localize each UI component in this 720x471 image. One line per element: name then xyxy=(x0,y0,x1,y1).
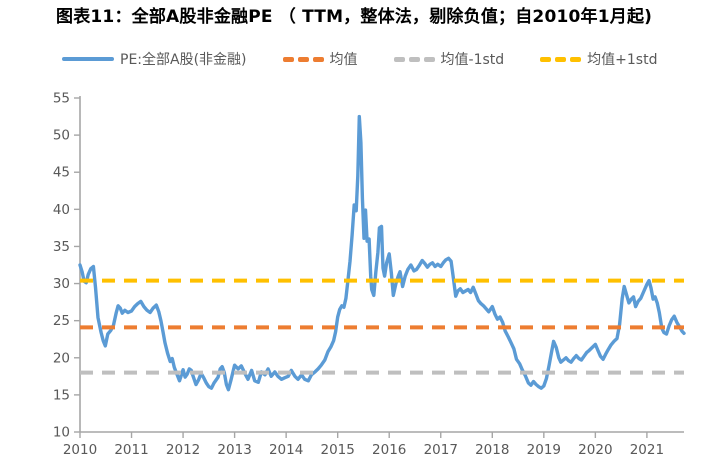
x-tick-label: 2011 xyxy=(114,442,148,458)
legend-dashed-swatch-icon xyxy=(393,56,435,62)
legend-label: PE:全部A股(非金融) xyxy=(120,52,247,68)
x-tick-label: 2014 xyxy=(269,442,303,458)
legend: PE:全部A股(非金融) 均值 均值-1std 均值+1std xyxy=(62,49,657,69)
x-tick-label: 2019 xyxy=(527,442,561,458)
legend-label: 均值+1std xyxy=(587,52,658,68)
x-tick-label: 2017 xyxy=(424,442,458,458)
y-tick-label: 20 xyxy=(53,350,70,366)
x-tick-label: 2012 xyxy=(166,442,200,458)
x-tick-label: 2020 xyxy=(578,442,612,458)
legend-label: 均值-1std xyxy=(440,52,505,68)
x-tick-label: 2015 xyxy=(320,442,354,458)
x-tick-label: 2021 xyxy=(630,442,664,458)
y-tick-label: 35 xyxy=(53,239,70,255)
y-tick-label: 55 xyxy=(53,91,70,107)
y-tick-label: 50 xyxy=(53,128,70,144)
y-tick-label: 15 xyxy=(53,387,70,403)
legend-item-mean-plus-1std: 均值+1std xyxy=(540,49,657,69)
legend-dashed-swatch-icon xyxy=(540,56,582,62)
x-tick-label: 2010 xyxy=(63,442,97,458)
legend-dashed-swatch-icon xyxy=(282,56,324,62)
legend-item-mean-minus-1std: 均值-1std xyxy=(393,49,505,69)
x-tick-label: 2016 xyxy=(372,442,406,458)
y-tick-label: 10 xyxy=(53,425,70,441)
pe-line-series xyxy=(78,114,686,392)
y-tick-label: 25 xyxy=(53,313,70,329)
x-tick-label: 2018 xyxy=(475,442,509,458)
x-tick-label: 2013 xyxy=(217,442,251,458)
legend-item-pe-series: PE:全部A股(非金融) xyxy=(62,49,247,69)
y-tick-label: 45 xyxy=(53,165,70,181)
chart-title: 图表11：全部A股非金融PE （ TTM，整体法，剔除负值；自2010年1月起) xyxy=(56,7,653,27)
legend-item-mean: 均值 xyxy=(282,49,358,69)
y-tick-label: 40 xyxy=(53,202,70,218)
y-tick-label: 30 xyxy=(53,276,70,292)
legend-label: 均值 xyxy=(329,52,358,68)
legend-line-swatch-icon xyxy=(62,56,114,62)
